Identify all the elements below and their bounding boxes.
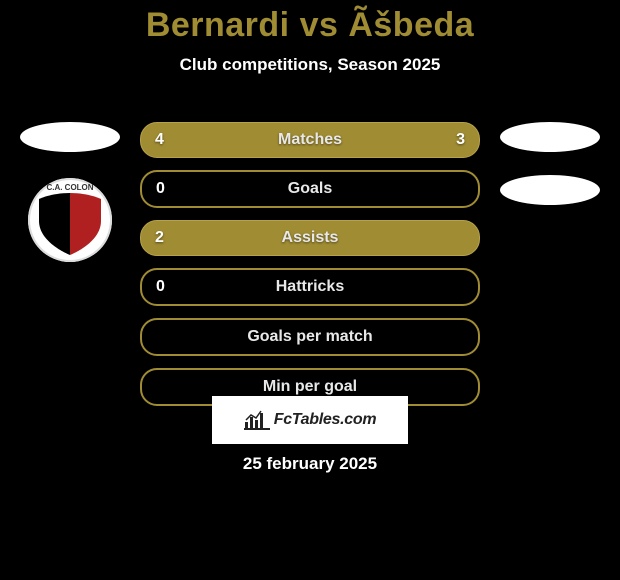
shield-icon [39,193,101,255]
stat-label: Hattricks [276,278,344,296]
stat-left-value: 0 [156,278,165,296]
player-left-placeholder-oval [20,122,120,152]
stat-row-goals-per-match: Goals per match [140,318,480,356]
stat-label: Min per goal [263,378,357,396]
stat-label: Goals per match [247,328,372,346]
stat-row-assists: 2 Assists [140,220,480,256]
stat-left-value: 2 [155,229,164,247]
stat-label: Matches [278,131,342,149]
shield-right-half [70,193,101,255]
comparison-card: Bernardi vs Ãšbeda Club competitions, Se… [0,0,620,580]
branding-badge: FcTables.com [212,396,408,444]
stats-column: 4 Matches 3 0 Goals 2 Assists 0 Hattrick… [140,122,480,418]
stat-label: Goals [288,180,332,198]
branding-text: FcTables.com [274,411,377,429]
stat-row-hattricks: 0 Hattricks [140,268,480,306]
team-left-badge: C.A. COLON [28,178,112,262]
stat-row-goals: 0 Goals [140,170,480,208]
shield-circle: C.A. COLON [28,178,112,262]
stat-row-matches: 4 Matches 3 [140,122,480,158]
barchart-icon [244,410,270,430]
stat-label: Assists [282,229,339,247]
page-title: Bernardi vs Ãšbeda [0,0,620,45]
stat-left-value: 4 [155,131,164,149]
team-right-placeholder-oval [500,175,600,205]
page-subtitle: Club competitions, Season 2025 [0,55,620,75]
shield-left-half [39,193,70,255]
stat-right-value: 3 [456,131,465,149]
player-right-placeholder-oval [500,122,600,152]
stat-left-value: 0 [156,180,165,198]
date-line: 25 february 2025 [0,454,620,474]
shield-label: C.A. COLON [46,183,93,192]
